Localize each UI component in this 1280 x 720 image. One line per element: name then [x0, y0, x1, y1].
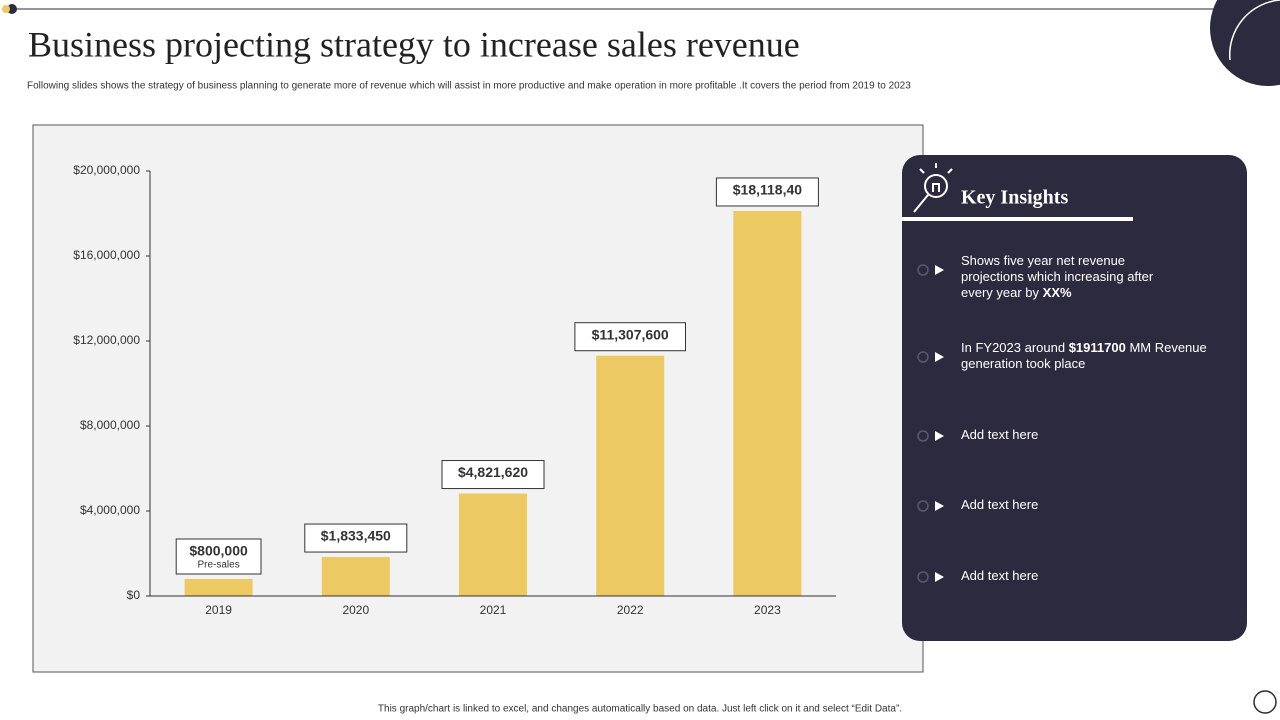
insight-segment: Add text here [961, 427, 1038, 442]
value-label-box [175, 538, 262, 575]
insight-segment: $1911700 [1069, 340, 1126, 355]
bullet-ring [917, 500, 929, 512]
insight-line: In FY2023 around $1911700 MM Revenue [961, 340, 1210, 355]
corner-circle [1210, 0, 1280, 86]
insight-segment: XX% [1043, 285, 1072, 300]
y-tick-label: $12,000,000 [73, 333, 140, 347]
dot [2, 5, 10, 13]
title: Business projecting strategy to increase… [28, 24, 800, 64]
insight-line: projections which increasing after [961, 269, 1157, 284]
y-tick-label: $4,000,000 [80, 503, 140, 517]
bullet-ring [917, 571, 929, 583]
bullet-ring [917, 264, 929, 276]
dot [7, 4, 17, 14]
value-label: $11,307,600 [592, 326, 669, 342]
insight-text: Add text here [961, 497, 1038, 512]
x-tick-label: 2020 [342, 603, 369, 617]
footer: This graph/chart is linked to excel, and… [378, 704, 902, 715]
insights-panel [902, 155, 1247, 641]
y-tick-label: $8,000,000 [80, 418, 140, 432]
insight-segment: generation took place [961, 356, 1085, 371]
insight-segment: Shows five year net revenue [961, 253, 1129, 268]
insight-segment: In FY2023 around [961, 340, 1069, 355]
insight-segment: MM Revenue [1126, 340, 1211, 355]
value-label-box [304, 523, 408, 553]
y-tick-label: $0 [127, 588, 141, 602]
insight-line: Shows five year net revenue [961, 253, 1129, 268]
insight-line: Add text here [961, 427, 1038, 442]
value-label-box [441, 460, 545, 490]
insight-segment: projections which increasing after [961, 269, 1157, 284]
insights-title: Key Insights [961, 187, 1068, 209]
value-label: $18,118,40 [733, 182, 803, 198]
bullet-arrow [935, 501, 944, 511]
insight-text: Add text here [961, 427, 1038, 442]
insight-text: Shows five year net revenue projections … [961, 253, 1157, 300]
bar [733, 210, 802, 596]
insight-segment: Add text here [961, 497, 1038, 512]
insight-line: generation took place [961, 356, 1085, 371]
insight-line: Add text here [961, 497, 1038, 512]
insight-text: Add text here [961, 568, 1038, 583]
value-label: $4,821,620 [458, 464, 528, 480]
corner-ring [1253, 690, 1277, 714]
annotation: Pre-sales [197, 560, 239, 571]
insight-text: In FY2023 around $1911700 MM Revenue gen… [961, 340, 1210, 371]
x-tick-label: 2023 [754, 603, 781, 617]
insight-segment: every year by [961, 285, 1043, 300]
bar [321, 557, 390, 596]
value-label: $1,833,450 [321, 528, 391, 544]
x-tick-label: 2022 [617, 603, 644, 617]
value-label-box [574, 322, 687, 352]
insight-segment: Add text here [961, 568, 1038, 583]
bullet-ring [917, 351, 929, 363]
insight-line: Add text here [961, 568, 1038, 583]
bullet-arrow [935, 431, 944, 441]
bullet-arrow [935, 572, 944, 582]
value-label-box [715, 177, 819, 207]
bar [596, 355, 665, 596]
insight-line: every year by XX% [961, 285, 1072, 300]
bullet-arrow [935, 265, 944, 275]
subtitle: Following slides shows the strategy of b… [27, 81, 911, 92]
bulb-icon [913, 163, 953, 213]
bar [459, 493, 527, 596]
bullet-ring [917, 430, 929, 442]
bullet-arrow [935, 352, 944, 362]
y-tick-label: $16,000,000 [73, 248, 140, 262]
value-label: $800,000 [189, 543, 248, 559]
x-tick-label: 2019 [205, 603, 232, 617]
y-tick-label: $20,000,000 [73, 163, 140, 177]
corner-arc [1229, 0, 1280, 61]
x-tick-label: 2021 [480, 603, 507, 617]
bar [184, 579, 253, 596]
